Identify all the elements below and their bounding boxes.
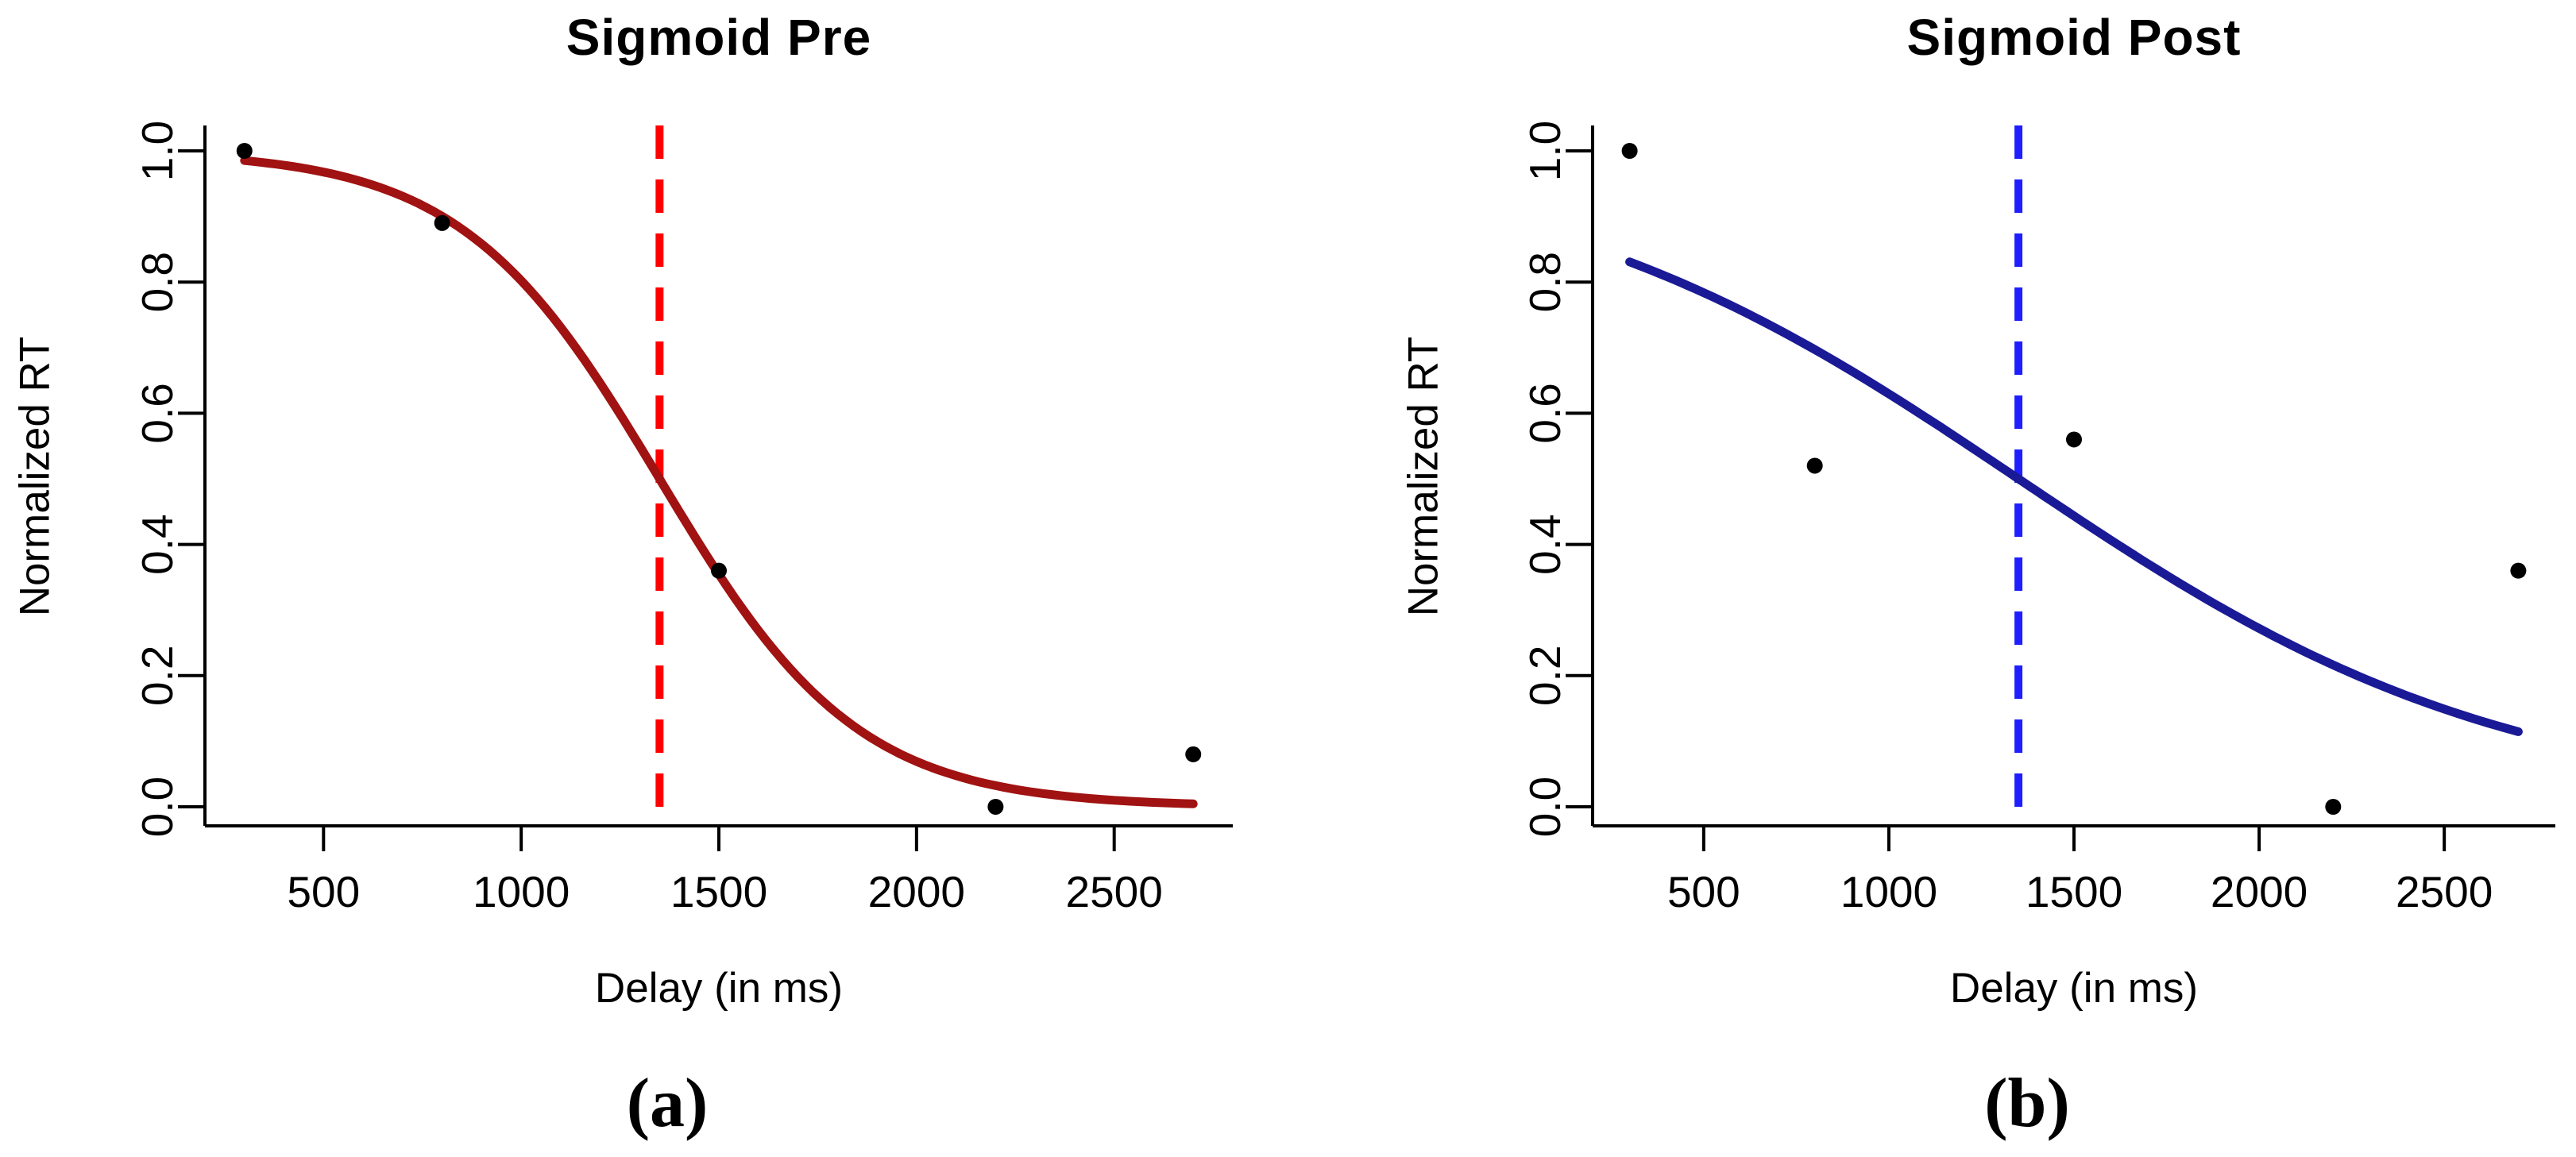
panel-b-y-tick-label: 0.2 [1520,646,1570,706]
panel-b-data-point [2510,562,2527,579]
panel-a-caption: (a) [626,1065,709,1142]
panel-a-y-tick-label: 0.4 [133,514,182,574]
panel-b-data-point [1806,457,1823,474]
panel-b-x-tick-label: 1500 [2026,867,2122,916]
panel-b-caption: (b) [1984,1065,2070,1142]
panel-b-x-tick-label: 2000 [2211,867,2308,916]
panel-a-data-point [987,799,1004,815]
panel-a-data-point [711,562,727,579]
panel-a-y-tick-label: 0.6 [133,383,182,443]
panel-a-y-tick-label: 0.2 [133,646,182,706]
panel-a-x-tick-label: 2000 [868,867,965,916]
panel-a-sigmoid-curve [240,156,1198,808]
panel-a-data-point [236,143,253,159]
panel-a-y-tick-label: 0.0 [133,777,182,837]
panel-b-y-axis-label: Normalized RT [1400,336,1447,617]
panel-a-data-point [1185,746,1202,762]
panel-a-x-tick-label: 500 [287,867,360,916]
panel-b-x-tick-label: 500 [1667,867,1740,916]
panel-b-data-point [2066,431,2082,448]
panel-a-y-axis-label: Normalized RT [11,336,59,617]
panel-b-data-point [1621,143,1638,159]
panel-b-x-tick-label: 1000 [1840,867,1937,916]
panel-a-x-tick-label: 1500 [670,867,767,916]
panel-b-y-tick-label: 1.0 [1520,121,1570,181]
panel-b-x-axis-label: Delay (in ms) [1949,965,2199,1012]
panel-b-data-point [2325,799,2342,815]
panel-b-y-tick-label: 0.4 [1520,514,1570,574]
panel-a-y-tick-label: 1.0 [133,121,182,181]
panel-a-data-point [434,214,450,231]
panel-b-y-tick-label: 0.8 [1520,252,1570,312]
panel-a-title: Sigmoid Pre [566,9,872,66]
panel-b-x-tick-label: 2500 [2396,867,2493,916]
panel-a-x-tick-label: 1000 [473,867,570,916]
panel-a-y-tick-label: 0.8 [133,252,182,312]
panel-b-y-tick-label: 0.0 [1520,777,1570,837]
panel-a-x-axis-label: Delay (in ms) [594,965,844,1012]
panel-a-x-tick-label: 2500 [1066,867,1163,916]
panel-b-y-tick-label: 0.6 [1520,383,1570,443]
panel-b-sigmoid-curve [1625,257,2523,736]
panel-b-title: Sigmoid Post [1906,9,2242,66]
